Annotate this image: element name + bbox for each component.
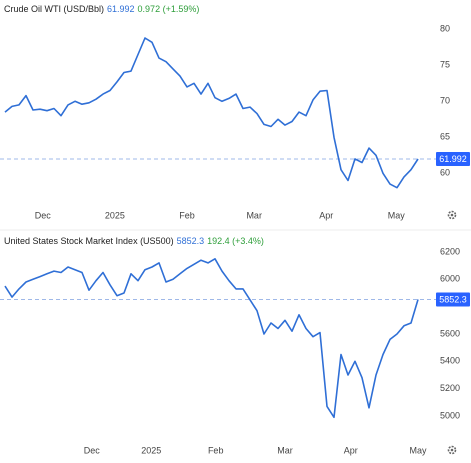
y-tick-label: 5400 (440, 356, 460, 366)
x-tick-label: Mar (277, 445, 293, 455)
x-tick-label: Mar (246, 210, 262, 220)
y-tick-label: 60 (440, 168, 450, 178)
gear (447, 210, 457, 220)
last-price-box (436, 292, 470, 307)
x-tick-label: Dec (84, 445, 101, 455)
x-tick-label: Apr (319, 210, 333, 220)
y-tick-label: 80 (440, 24, 450, 34)
last-value: 5852.3 (177, 236, 205, 246)
change: 0.972 (+1.59%) (138, 4, 200, 14)
x-tick-label: 2025 (105, 210, 125, 220)
x-tick-label: May (388, 210, 406, 220)
x-tick-label: May (409, 445, 427, 455)
change: 192.4 (+3.4%) (207, 236, 264, 246)
last-price-label: 61.992 (439, 154, 467, 164)
y-tick-label: 70 (440, 96, 450, 106)
x-tick-label: 2025 (141, 445, 161, 455)
gear-hub (450, 213, 454, 217)
settings-icon[interactable] (447, 445, 457, 455)
y-tick-label: 5200 (440, 383, 460, 393)
last-price-box (436, 151, 470, 166)
y-tick-label: 75 (440, 60, 450, 70)
title-text: Crude Oil WTI (USD/Bbl) (4, 4, 104, 14)
x-tick-label: Feb (179, 210, 195, 220)
gear-hub (450, 448, 454, 452)
y-tick-label: 5600 (440, 328, 460, 338)
last-value: 61.992 (107, 4, 135, 14)
price-line (4, 258, 419, 419)
x-tick-label: Feb (208, 445, 224, 455)
last-price-label: 5852.3 (439, 294, 467, 304)
title-text: United States Stock Market Index (US500) (4, 236, 174, 246)
chart-panel: Crude Oil WTI (USD/Bbl) 61.992 0.972 (+1.5… (0, 4, 470, 220)
x-tick-label: Dec (35, 210, 52, 220)
price-line (4, 37, 419, 189)
y-tick-label: 5000 (440, 410, 460, 420)
y-tick-label: 65 (440, 132, 450, 142)
chart-title: United States Stock Market Index (US500)… (4, 236, 264, 246)
y-tick-label: 6000 (440, 274, 460, 284)
x-tick-label: Apr (344, 445, 358, 455)
y-tick-label: 6200 (440, 246, 460, 256)
chart-title: Crude Oil WTI (USD/Bbl) 61.992 0.972 (+1.5… (4, 4, 199, 14)
chart-panel: United States Stock Market Index (US500)… (0, 236, 470, 455)
settings-icon[interactable] (447, 210, 457, 220)
gear (447, 445, 457, 455)
